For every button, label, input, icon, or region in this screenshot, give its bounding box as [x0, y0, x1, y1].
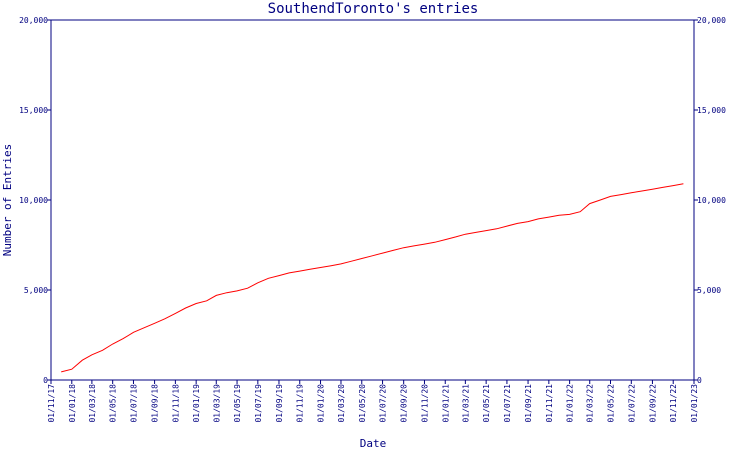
series-line	[61, 183, 684, 373]
x-tick-label: 01/03/20	[337, 384, 346, 423]
y-tick-label-left: 0	[43, 376, 48, 385]
y-tick-label-right: 20,000	[697, 16, 726, 25]
x-tick-label: 01/11/17	[47, 384, 56, 423]
y-axis-label: Number of Entries	[1, 144, 14, 257]
y-tick-label-left: 15,000	[19, 106, 48, 115]
x-tick-label: 01/07/20	[379, 384, 388, 423]
x-tick-label: 01/09/18	[151, 384, 160, 423]
chart-title: SouthendToronto's entries	[268, 1, 479, 17]
x-tick-label: 01/11/18	[171, 384, 180, 423]
x-tick-label: 01/11/22	[669, 384, 678, 423]
x-tick-label: 01/11/21	[545, 384, 554, 423]
x-tick-label: 01/03/18	[88, 384, 97, 423]
x-axis-label: Date	[360, 437, 387, 450]
y-tick-label-left: 10,000	[19, 196, 48, 205]
x-tick-label: 01/11/19	[296, 384, 305, 423]
x-tick-label: 01/03/22	[586, 384, 595, 423]
x-tick-label: 01/01/23	[690, 384, 699, 423]
x-tick-label: 01/11/20	[420, 384, 429, 423]
y-tick-label-right: 15,000	[697, 106, 726, 115]
x-tick-label: 01/01/18	[68, 384, 77, 423]
x-tick-label: 01/09/20	[400, 384, 409, 423]
y-tick-label-right: 0	[697, 376, 702, 385]
y-tick-label-left: 5,000	[24, 286, 48, 295]
x-tick-label: 01/03/19	[212, 384, 221, 423]
x-tick-label: 01/01/19	[192, 384, 201, 423]
x-tick-label: 01/07/21	[503, 384, 512, 423]
x-tick-label: 01/07/18	[129, 384, 138, 423]
x-tick-label: 01/03/21	[461, 384, 470, 423]
x-tick-label: 01/09/19	[275, 384, 284, 423]
x-tick-label: 01/05/19	[233, 384, 242, 423]
x-tick-label: 01/05/20	[358, 384, 367, 423]
x-tick-label: 01/07/19	[254, 384, 263, 423]
x-tick-label: 01/01/20	[317, 384, 326, 423]
x-tick-label: 01/09/21	[524, 384, 533, 423]
x-tick-label: 01/09/22	[648, 384, 657, 423]
x-tick-label: 01/05/18	[109, 384, 118, 423]
y-tick-label-right: 10,000	[697, 196, 726, 205]
y-tick-label-left: 20,000	[19, 16, 48, 25]
x-tick-label: 01/01/21	[441, 384, 450, 423]
x-tick-label: 01/05/21	[482, 384, 491, 423]
x-tick-label: 01/05/22	[607, 384, 616, 423]
x-tick-label: 01/07/22	[627, 384, 636, 423]
y-tick-label-right: 5,000	[697, 286, 721, 295]
x-tick-label: 01/01/22	[566, 384, 575, 423]
